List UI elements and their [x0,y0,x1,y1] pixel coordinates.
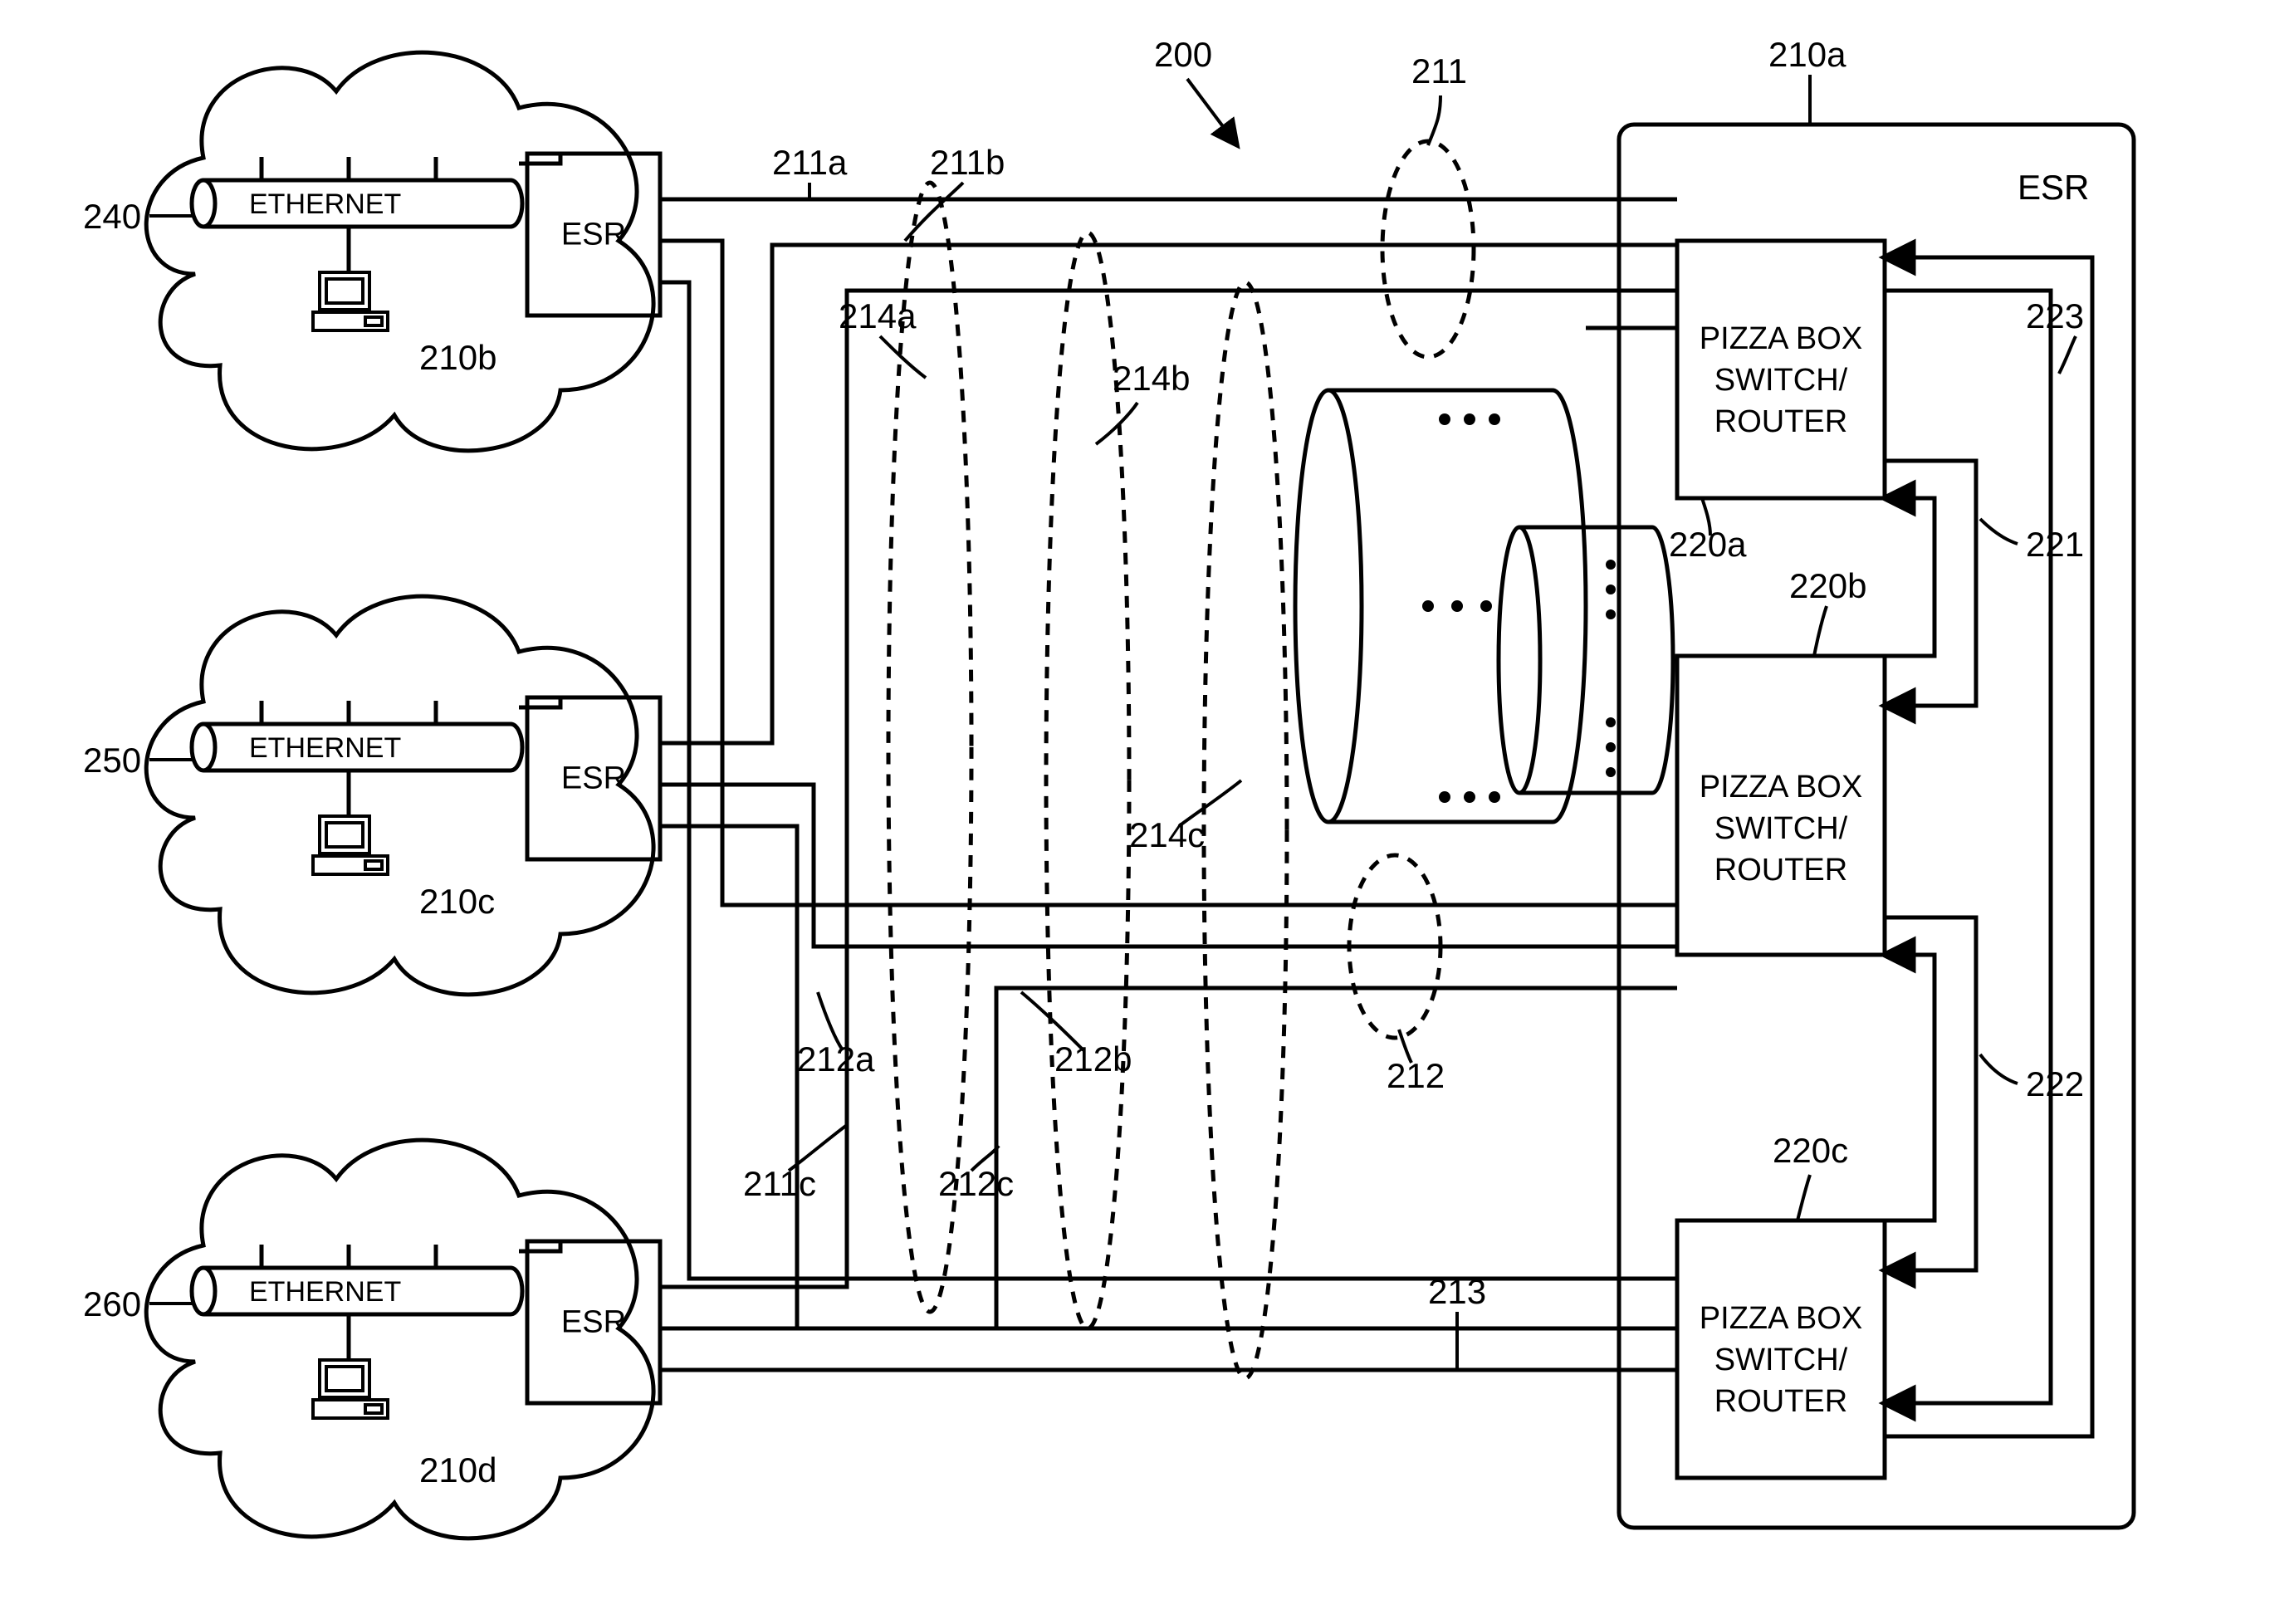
cloud-260: ETHERNET ESR [146,1140,660,1538]
pb-line: PIZZA BOX [1700,321,1862,356]
pb-line: PIZZA BOX [1700,770,1862,805]
cylinder-small-dots [1606,560,1616,777]
pb-line: PIZZA BOX [1700,1301,1862,1336]
label-L214b: 214b [1113,359,1190,398]
label-LESR: ESR [2018,168,2089,207]
label-L210c: 210c [419,882,495,921]
label-L212a: 212a [797,1039,875,1079]
label-L210d: 210d [419,1450,496,1489]
ethernet-label: ETHERNET [249,188,401,220]
pb-line: ROUTER [1714,853,1847,888]
label-L221: 221 [2026,525,2084,564]
computer-icon [313,1360,388,1418]
label-L212c: 212c [938,1164,1014,1203]
stack-arrows [1885,257,2092,1436]
pb-line: SWITCH/ [1714,811,1848,846]
esr-box-label: ESR [561,218,626,252]
computer-icon [313,272,388,330]
pb-line: ROUTER [1714,1384,1847,1419]
label-L220a: 220a [1669,525,1747,564]
pizza-box-220b: PIZZA BOX SWITCH/ ROUTER [1677,656,1885,955]
pizza-box-220c: PIZZA BOX SWITCH/ ROUTER [1677,1220,1885,1478]
label-L260: 260 [83,1284,141,1323]
computer-icon [313,816,388,874]
label-L211a: 211a [772,143,848,182]
pizza-box-220a: PIZZA BOX SWITCH/ ROUTER [1677,241,1885,498]
label-L212b: 212b [1054,1039,1132,1079]
label-L220b: 220b [1789,566,1866,605]
esr-box-label: ESR [561,1305,626,1340]
pb-line: SWITCH/ [1714,363,1848,398]
label-L240: 240 [83,197,141,236]
label-L220c: 220c [1773,1131,1848,1170]
esr-box-label: ESR [561,761,626,796]
label-L200: 200 [1154,35,1212,74]
ethernet-label: ETHERNET [249,1276,401,1308]
pb-line: ROUTER [1714,404,1847,439]
label-L212: 212 [1387,1056,1445,1095]
ethernet-label: ETHERNET [249,732,401,764]
label-L210b: 210b [419,338,496,377]
cylinder-dots [1422,413,1500,803]
label-L211: 211 [1411,51,1467,90]
label-L222: 222 [2026,1064,2084,1103]
label-L214a: 214a [839,296,917,335]
pb-line: SWITCH/ [1714,1343,1848,1377]
cloud-240: ETHERNET ESR [146,52,660,451]
label-L214c: 214c [1129,815,1205,854]
cloud-250: ETHERNET ESR [146,596,660,995]
cylinder-large [1295,390,1586,822]
label-L213: 213 [1428,1272,1486,1311]
label-L250: 250 [83,741,141,780]
label-L211b: 211b [930,143,1005,182]
label-L211c: 211c [743,1164,816,1203]
label-L210a: 210a [1768,35,1846,74]
label-L223: 223 [2026,296,2084,335]
